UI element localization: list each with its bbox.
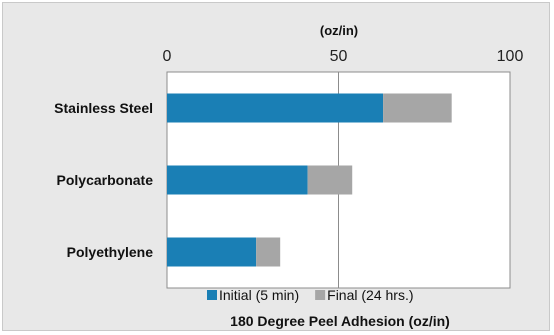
legend-label: Initial (5 min) xyxy=(219,287,299,303)
category-label: Polyethylene xyxy=(67,244,154,260)
legend-label: Final (24 hrs.) xyxy=(327,287,413,303)
x-tick-label: 0 xyxy=(163,48,172,65)
legend: Initial (5 min) Final (24 hrs.) xyxy=(207,287,414,303)
bar-final-2 xyxy=(256,237,281,267)
category-labels: Stainless Steel Polycarbonate Polyethylene xyxy=(54,100,153,260)
bar-final-1 xyxy=(307,165,353,195)
x-tick-label: 100 xyxy=(497,48,524,65)
bar-final-0 xyxy=(383,93,452,123)
legend-swatch-final xyxy=(315,290,326,300)
chart-title: 180 Degree Peel Adhesion (oz/in) xyxy=(230,313,450,329)
bar-initial-2 xyxy=(167,237,257,267)
x-tick-labels: 0 50 100 xyxy=(163,48,524,65)
x-tick-label: 50 xyxy=(330,48,348,65)
bars xyxy=(167,93,452,267)
legend-swatch-initial xyxy=(207,290,217,300)
bar-initial-1 xyxy=(167,165,308,195)
category-label: Stainless Steel xyxy=(54,100,153,116)
category-label: Polycarbonate xyxy=(57,172,154,188)
axis-unit-label: (oz/in) xyxy=(320,23,358,38)
bar-initial-0 xyxy=(167,93,384,123)
